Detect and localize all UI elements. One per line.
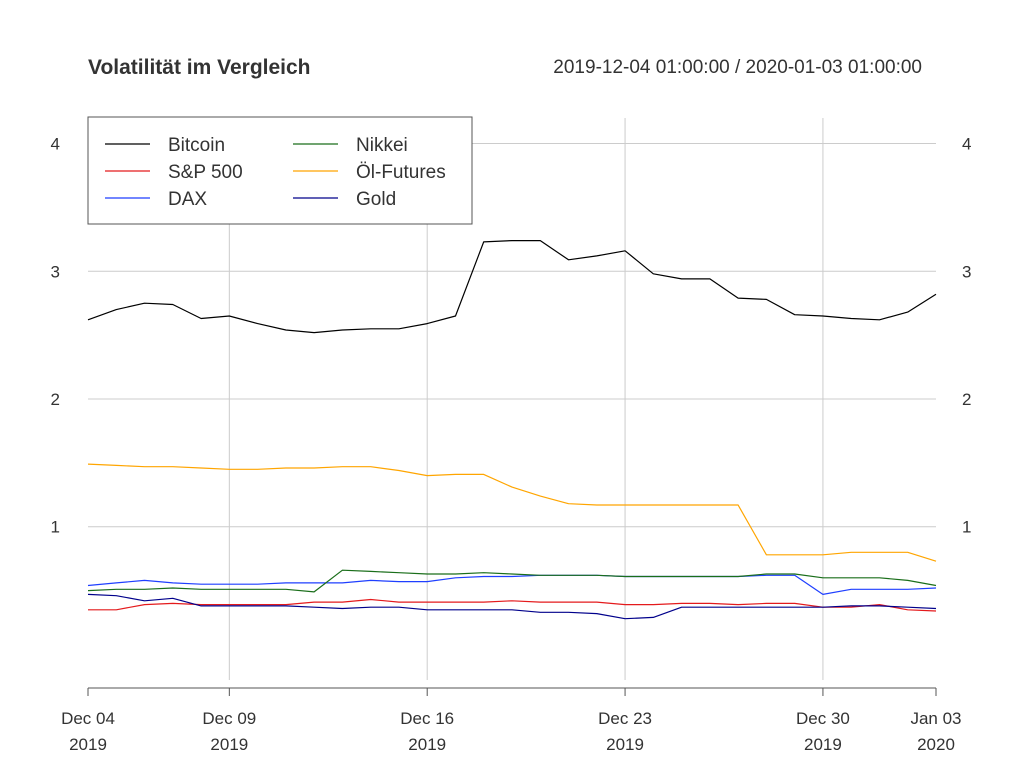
x-tick-label: Dec 09 bbox=[202, 709, 256, 728]
y-tick-label-left: 3 bbox=[51, 262, 60, 281]
series-line bbox=[87, 463, 937, 562]
legend-box bbox=[87, 116, 473, 225]
y-tick-label-right: 3 bbox=[962, 262, 971, 281]
x-tick-label: Jan 03 bbox=[910, 709, 961, 728]
legend-entry-label: S&P 500 bbox=[168, 162, 243, 183]
series-line bbox=[87, 593, 937, 620]
legend-entry-label: Nikkei bbox=[356, 135, 408, 156]
legend-entry-label: Öl-Futures bbox=[356, 162, 446, 183]
x-tick-label: Dec 04 bbox=[61, 709, 115, 728]
chart-title: Volatilität im Vergleich bbox=[88, 56, 311, 79]
series-line bbox=[88, 598, 937, 612]
x-tick-label: Dec 23 bbox=[598, 709, 652, 728]
x-tick-year-label: 2019 bbox=[210, 735, 248, 754]
x-tick-year-label: 2019 bbox=[69, 735, 107, 754]
x-tick-year-label: 2019 bbox=[606, 735, 644, 754]
x-tick-label: Dec 16 bbox=[400, 709, 454, 728]
series-line bbox=[87, 569, 937, 593]
y-tick-label-left: 4 bbox=[51, 135, 60, 154]
y-tick-label-right: 2 bbox=[962, 390, 971, 409]
y-tick-label-right: 4 bbox=[962, 135, 971, 154]
legend-entry-label: Gold bbox=[356, 189, 396, 210]
series-line bbox=[87, 574, 937, 596]
y-tick-label-right: 1 bbox=[962, 518, 971, 537]
x-tick-year-label: 2019 bbox=[408, 735, 446, 754]
x-tick-year-label: 2019 bbox=[804, 735, 842, 754]
legend-entry-label: Bitcoin bbox=[168, 135, 225, 156]
date-range-label: 2019-12-04 01:00:00 / 2020-01-03 01:00:0… bbox=[553, 57, 922, 78]
series-lines bbox=[87, 240, 937, 620]
y-tick-label-left: 1 bbox=[51, 518, 60, 537]
y-tick-label-left: 2 bbox=[51, 390, 60, 409]
series-line bbox=[87, 240, 937, 334]
legend-entry-label: DAX bbox=[168, 189, 207, 210]
legend: Bitcoin S&P 500 DAX Nikkei Öl-Futures Gold bbox=[87, 116, 473, 225]
axes: 1 1 2 2 3 3 4 4 Dec 04 2019 Dec 09 2019 Dec 16 2019 De… bbox=[51, 135, 972, 754]
x-tick-year-label: 2020 bbox=[917, 735, 955, 754]
x-tick-label: Dec 30 bbox=[796, 709, 850, 728]
